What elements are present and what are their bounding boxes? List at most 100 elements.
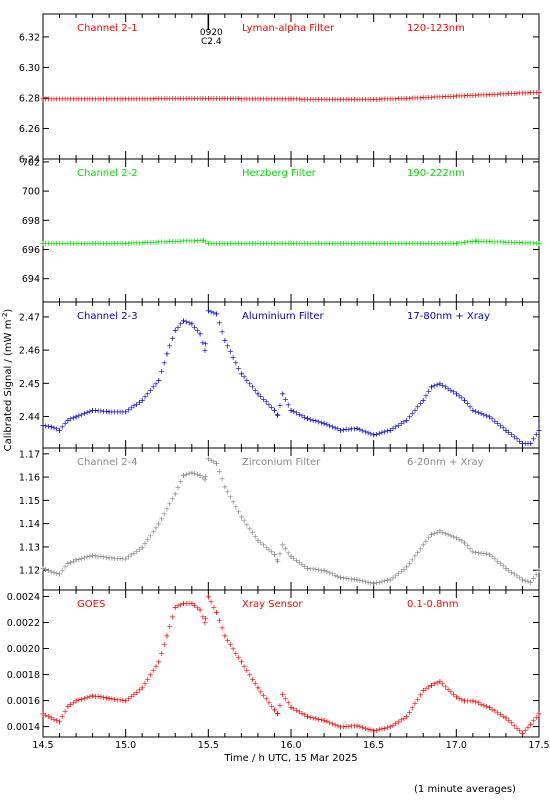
sample-marker: +: [403, 563, 410, 572]
panel-5: 0.0014 0.0016 0.0018 0.0020 0.0022 0.0024 GOES…: [7, 589, 542, 738]
sample-marker: +: [343, 722, 350, 731]
sample-marker: +: [481, 549, 488, 558]
sample-marker: +: [197, 94, 204, 103]
sample-marker: +: [142, 393, 149, 402]
sample-marker: +: [92, 551, 99, 560]
data-point: +: [274, 557, 281, 566]
sample-marker: +: [48, 95, 55, 104]
sample-marker: +: [210, 94, 217, 103]
sample-marker: +: [519, 729, 526, 738]
data-point: +: [420, 686, 427, 695]
sample-marker: +: [106, 239, 113, 248]
sample-marker: +: [428, 239, 435, 248]
sample-marker: +: [139, 396, 146, 405]
sample-marker: +: [244, 239, 251, 248]
sample-marker: +: [158, 238, 165, 247]
sample-marker: +: [481, 90, 488, 99]
sample-marker: +: [357, 576, 364, 585]
channel-label: GOES: [77, 599, 105, 610]
data-point: +: [503, 564, 510, 573]
sample-marker: +: [403, 94, 410, 103]
sample-marker: +: [409, 409, 416, 418]
sample-marker: +: [257, 392, 264, 401]
sample-marker: +: [128, 551, 135, 560]
sample-marker: +: [222, 482, 229, 491]
sample-marker: +: [423, 93, 430, 102]
sample-marker: +: [337, 239, 344, 248]
footnote: (1 minute averages): [414, 784, 516, 795]
sample-marker: +: [470, 548, 477, 557]
sample-marker: +: [304, 712, 311, 721]
sample-marker: +: [392, 571, 399, 580]
sample-marker: +: [307, 564, 314, 573]
sample-marker: +: [75, 696, 82, 705]
sample-marker: +: [376, 725, 383, 734]
sample-marker: +: [241, 517, 248, 526]
sample-marker: +: [268, 548, 275, 557]
sample-marker: +: [285, 95, 292, 104]
sample-marker: +: [434, 239, 441, 248]
data-point: +: [155, 376, 162, 385]
sample-marker: +: [194, 94, 201, 103]
sample-marker: +: [186, 237, 193, 246]
sample-marker: +: [525, 88, 532, 97]
sample-marker: +: [406, 708, 413, 717]
sample-marker: +: [530, 574, 537, 583]
filter-label: Zirconium Filter: [242, 457, 321, 468]
sample-marker: +: [183, 237, 190, 246]
x-tick-label: 15.0: [115, 740, 136, 751]
sample-marker: +: [337, 723, 344, 732]
sample-marker: +: [164, 349, 171, 358]
sample-marker: +: [266, 239, 273, 248]
sample-marker: +: [315, 239, 322, 248]
data-point: +: [106, 694, 113, 703]
sample-marker: +: [238, 239, 245, 248]
sample-marker: +: [75, 555, 82, 564]
sample-marker: +: [164, 632, 171, 641]
sample-marker: +: [120, 408, 127, 417]
sample-marker: +: [368, 430, 375, 439]
sample-marker: +: [343, 574, 350, 583]
sample-marker: +: [224, 636, 231, 645]
sample-marker: +: [120, 696, 127, 705]
sample-marker: +: [271, 406, 278, 415]
data-point: +: [48, 422, 55, 431]
sample-marker: +: [166, 237, 173, 246]
sample-marker: +: [244, 520, 251, 529]
sample-marker: +: [136, 94, 143, 103]
sample-marker: +: [224, 487, 231, 496]
sample-marker: +: [310, 239, 317, 248]
sample-marker: +: [293, 239, 300, 248]
sample-marker: +: [95, 406, 102, 415]
sample-marker: +: [216, 94, 223, 103]
data-point: +: [64, 702, 71, 711]
data-point: +: [172, 326, 179, 335]
sample-marker: +: [530, 717, 537, 726]
data-point: +: [213, 459, 220, 468]
sample-marker: +: [117, 408, 124, 417]
sample-marker: +: [202, 472, 209, 481]
sample-marker: +: [120, 94, 127, 103]
sample-marker: +: [188, 94, 195, 103]
sample-marker: +: [78, 695, 85, 704]
sample-marker: +: [494, 419, 501, 428]
sample-marker: +: [293, 409, 300, 418]
sample-marker: +: [296, 708, 303, 717]
sample-marker: +: [434, 528, 441, 537]
sample-marker: +: [318, 566, 325, 575]
y-tick-label: 0.0024: [7, 592, 40, 603]
sample-marker: +: [417, 239, 424, 248]
sample-marker: +: [78, 239, 85, 248]
sample-marker: +: [183, 470, 190, 479]
sample-marker: +: [461, 538, 468, 547]
sample-marker: +: [428, 530, 435, 539]
sample-marker: +: [133, 400, 140, 409]
sample-marker: +: [260, 395, 267, 404]
sample-marker: +: [106, 408, 113, 417]
sample-marker: +: [500, 238, 507, 247]
sample-marker: +: [155, 238, 162, 247]
sample-marker: +: [456, 694, 463, 703]
sample-marker: +: [290, 407, 297, 416]
sample-marker: +: [351, 239, 358, 248]
sample-marker: +: [233, 358, 240, 367]
